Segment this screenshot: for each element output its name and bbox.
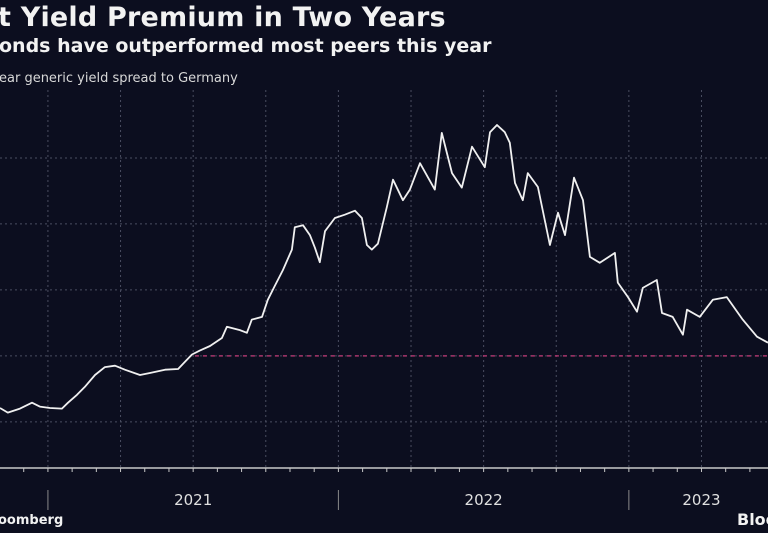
chart-title: t Yield Premium in Two Years — [0, 2, 446, 33]
x-tick-label: 2023 — [682, 491, 720, 509]
bloomberg-logo: Bloo — [737, 510, 768, 529]
source-label: oomberg — [0, 513, 64, 528]
series-line — [0, 124, 768, 414]
x-tick-label: 2022 — [465, 491, 503, 509]
y-axis-label: ear generic yield spread to Germany — [0, 71, 238, 86]
x-tick-label: 2021 — [174, 491, 212, 509]
chart-subtitle: onds have outperformed most peers this y… — [0, 35, 492, 57]
